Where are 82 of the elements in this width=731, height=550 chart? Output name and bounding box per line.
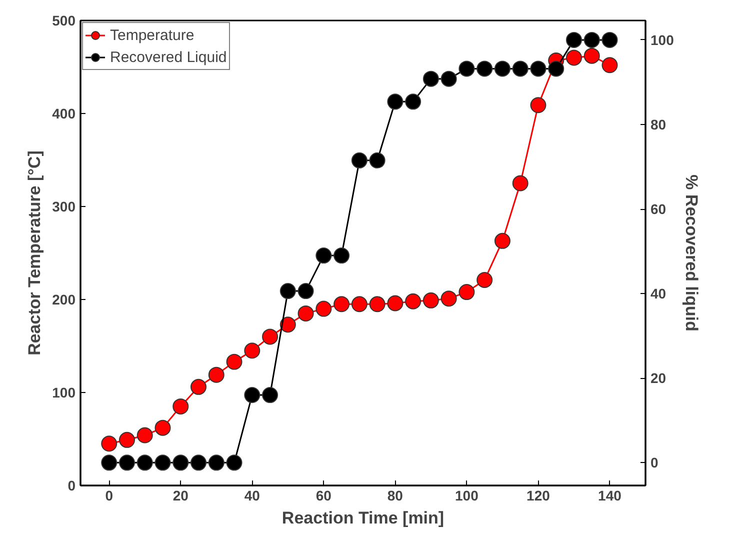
- point: [548, 60, 564, 77]
- point: [244, 342, 260, 359]
- point: [154, 454, 171, 471]
- point: [422, 292, 439, 308]
- point: [298, 283, 314, 300]
- point: [584, 32, 600, 48]
- point: [566, 50, 582, 66]
- y-tick-label: 100: [52, 384, 76, 400]
- point: [369, 152, 386, 168]
- point: [566, 32, 582, 48]
- y2-axis-title: % Recovered liquid: [682, 174, 701, 332]
- y-tick-label: 400: [52, 106, 76, 122]
- point: [512, 60, 528, 77]
- point: [172, 454, 189, 471]
- point: [440, 290, 457, 307]
- y-axis-title: Reactor Temperature [°C]: [25, 150, 44, 356]
- y2-tick-label: 80: [650, 116, 666, 132]
- point: [226, 354, 242, 370]
- point: [172, 398, 189, 414]
- point: [190, 454, 207, 471]
- y2-tick-label: 60: [650, 201, 666, 218]
- point: [387, 295, 404, 312]
- y-tick-label: 0: [68, 478, 76, 494]
- point: [280, 316, 296, 333]
- point: [458, 60, 475, 77]
- point: [316, 300, 332, 317]
- point: [422, 70, 439, 87]
- x-tick-label: 40: [244, 488, 260, 504]
- x-tick-label: 120: [526, 488, 550, 504]
- point: [530, 60, 546, 77]
- point: [136, 427, 153, 444]
- y2-tick-label: 40: [650, 286, 666, 302]
- x-axis-title: Reaction Time [min]: [282, 508, 444, 528]
- point: [190, 378, 207, 395]
- x-tick-label: 20: [172, 488, 189, 504]
- point: [405, 94, 422, 110]
- point: [602, 32, 618, 48]
- x-tick-label: 0: [105, 488, 114, 504]
- point: [494, 232, 510, 249]
- point: [262, 387, 278, 404]
- point: [244, 387, 260, 404]
- point: [208, 454, 224, 471]
- x-tick-label: 140: [598, 488, 622, 504]
- point: [154, 420, 171, 436]
- legend-label: Recovered Liquid: [110, 48, 227, 66]
- x-tick-label: 60: [316, 488, 332, 504]
- point: [226, 454, 242, 471]
- y-tick-label: 300: [52, 198, 76, 214]
- point: [298, 305, 314, 322]
- point: [334, 296, 350, 312]
- point: [440, 70, 457, 87]
- point: [512, 175, 528, 192]
- y2-tick-label: 20: [650, 370, 666, 386]
- x-tick-label: 80: [387, 488, 404, 504]
- point: [118, 432, 135, 448]
- point: [316, 248, 332, 264]
- legend-label: Temperature: [110, 26, 194, 44]
- point: [118, 454, 135, 471]
- point: [476, 272, 493, 288]
- point: [584, 48, 600, 64]
- point: [405, 293, 422, 310]
- point: [101, 436, 118, 452]
- point: [458, 284, 475, 300]
- point: [494, 60, 510, 77]
- y2-tick-label: 0: [650, 454, 658, 471]
- point: [334, 248, 350, 264]
- point: [208, 366, 224, 383]
- point: [369, 296, 386, 312]
- y2-tick-label: 100: [650, 32, 674, 48]
- point: [136, 454, 153, 471]
- point: [602, 57, 618, 74]
- x-tick-label: 100: [455, 488, 479, 504]
- point: [387, 94, 404, 110]
- point: [351, 152, 368, 168]
- y-tick-label: 200: [52, 292, 76, 308]
- y-tick-label: 500: [52, 12, 76, 28]
- point: [101, 454, 118, 471]
- point: [280, 283, 296, 300]
- point: [530, 97, 546, 114]
- point: [476, 60, 493, 77]
- point: [262, 328, 278, 345]
- point: [351, 296, 368, 312]
